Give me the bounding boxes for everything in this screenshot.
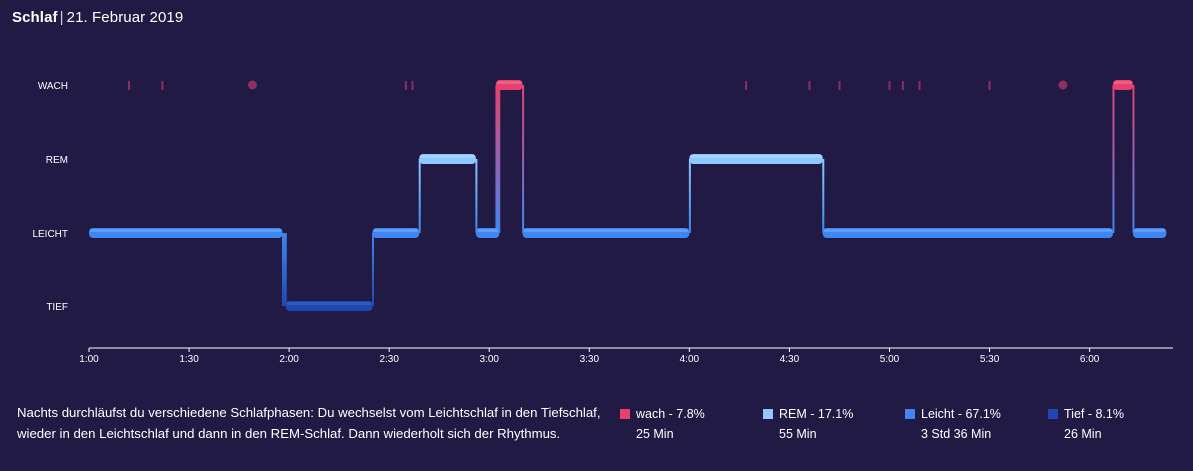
brief-awakening-tick <box>838 81 841 90</box>
stage-bar-highlight <box>690 155 822 158</box>
legend-duration-leicht: 3 Std 36 Min <box>921 427 992 441</box>
page-title: Schlaf | 21. Februar 2019 <box>12 9 183 26</box>
title-label: Schlaf <box>12 9 58 26</box>
stage-bar-highlight <box>90 229 282 232</box>
brief-awakening-dot <box>247 80 257 90</box>
stage-transition <box>372 233 375 306</box>
title-separator: | <box>59 9 64 26</box>
stage-transition <box>495 85 501 233</box>
legend-swatch-leicht <box>905 409 915 419</box>
stage-bar-highlight <box>823 229 1112 232</box>
legend-swatch-wach <box>620 409 630 419</box>
stage-transition <box>822 159 825 233</box>
legend-label-rem: REM - 17.1% <box>779 407 854 421</box>
brief-awakening-tick <box>404 81 407 90</box>
x-tick-label-2-00: 2:00 <box>279 354 299 365</box>
y-label-rem: REM <box>46 155 68 166</box>
brief-awakening-tick <box>988 81 991 90</box>
y-label-wach: WACH <box>38 81 68 92</box>
brief-awakening-tick <box>888 81 891 90</box>
legend-duration-wach: 25 Min <box>636 427 674 441</box>
x-tick-label-6-00: 6:00 <box>1080 354 1100 365</box>
stage-transition <box>1112 85 1115 233</box>
stage-bar-highlight <box>286 302 372 305</box>
x-tick-label-4-00: 4:00 <box>680 354 700 365</box>
legend-item-tief: Tief - 8.1% 26 Min <box>1048 404 1124 444</box>
sleep-description: Nachts durchläufst du verschiedene Schla… <box>17 405 601 441</box>
stage-transition <box>688 159 691 233</box>
x-tick-label-3-30: 3:30 <box>580 354 600 365</box>
legend-item-wach: wach - 7.8% 25 Min <box>620 404 705 444</box>
title-date: 21. Februar 2019 <box>66 9 184 26</box>
legend-item-rem: REM - 17.1% 55 Min <box>763 404 853 444</box>
legend-label-leicht: Leicht - 67.1% <box>921 407 1001 421</box>
x-tick-label-1-30: 1:30 <box>179 354 199 365</box>
stage-bar-highlight <box>496 81 522 84</box>
y-label-leicht: LEICHT <box>32 229 68 240</box>
x-tick-label-1-00: 1:00 <box>79 354 99 365</box>
stage-transition <box>1132 85 1135 233</box>
stage-bar-highlight <box>420 155 475 158</box>
x-tick-label-5-30: 5:30 <box>980 354 1000 365</box>
sleep-stage-chart: WACH REM LEICHT TIEF 1:00 1:30 2:00 2:30 3:00 3:3… <box>32 80 1173 365</box>
legend-label-tief: Tief - 8.1% <box>1064 407 1124 421</box>
x-tick-label-4-30: 4:30 <box>780 354 800 365</box>
legend-swatch-rem <box>763 409 773 419</box>
x-tick-label-3-00: 3:00 <box>480 354 500 365</box>
stage-bar-highlight <box>373 229 419 232</box>
stage-transition <box>475 159 478 233</box>
legend-item-leicht: Leicht - 67.1% 3 Std 36 Min <box>905 404 1001 444</box>
stage-transition <box>281 233 287 306</box>
stage-bar-highlight <box>1133 229 1166 232</box>
brief-awakening-tick <box>808 81 811 90</box>
brief-awakening-dot <box>1058 80 1068 90</box>
brief-awakening-tick <box>161 81 164 90</box>
stage-bar-highlight <box>476 229 499 232</box>
x-tick-label-5-00: 5:00 <box>880 354 900 365</box>
brief-awakening-tick <box>918 81 921 90</box>
brief-awakening-tick <box>901 81 904 90</box>
stage-bar-highlight <box>1113 81 1132 84</box>
brief-awakening-tick <box>411 81 414 90</box>
brief-awakening-tick <box>128 81 131 90</box>
x-tick-label-2-30: 2:30 <box>379 354 399 365</box>
stage-transition <box>418 159 421 233</box>
legend-label-wach: wach - 7.8% <box>636 407 705 421</box>
legend-duration-tief: 26 Min <box>1064 427 1102 441</box>
legend-duration-rem: 55 Min <box>779 427 817 441</box>
stage-bar-highlight <box>523 229 689 232</box>
y-label-tief: TIEF <box>46 302 68 313</box>
legend-swatch-tief <box>1048 409 1058 419</box>
brief-awakening-tick <box>745 81 748 90</box>
stage-transition <box>522 85 525 233</box>
